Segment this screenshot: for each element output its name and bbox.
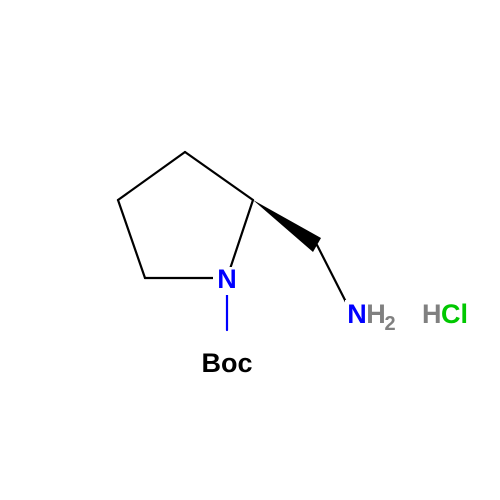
salt_Cl: Cl [441, 299, 468, 329]
amine_H: H [366, 299, 386, 329]
canvas-bg [0, 0, 500, 500]
nitrogen_ring: N [217, 264, 237, 294]
amine_N: N [347, 299, 367, 329]
boc: Boc [201, 348, 252, 378]
salt_H: H [422, 299, 442, 329]
amine_H_sub: 2 [384, 313, 395, 335]
